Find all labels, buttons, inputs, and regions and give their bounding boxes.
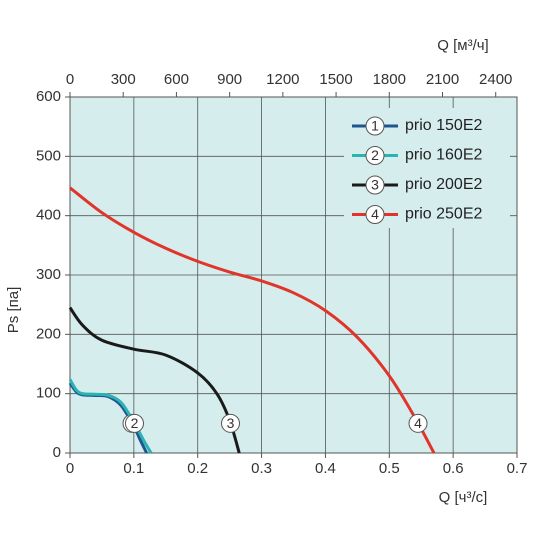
x-tick-label: 0.7 [507,460,528,477]
y-tick-label: 100 [36,385,61,402]
y-tick-label: 0 [53,444,61,461]
top-tick-label: 1800 [373,71,406,88]
top-tick-label: 1200 [266,71,299,88]
x-tick-label: 0.3 [251,460,272,477]
legend-label: prio 160E2 [405,147,482,164]
x-tick-label: 0.2 [187,460,208,477]
curve-label-circle [408,413,428,433]
x-tick-label: 0.6 [443,460,464,477]
curve-label: 3 [227,415,235,431]
y-tick-label: 300 [36,266,61,283]
x-tick-label: 0.1 [123,460,144,477]
curve-label-circle [221,413,241,433]
legend-label: prio 250E2 [405,206,482,223]
legend-label: prio 150E2 [405,117,482,134]
top-axis-label: Q [м³/ч] [437,37,488,54]
top-tick-label: 900 [217,71,242,88]
legend-number-circle [365,146,385,165]
legend-number: 2 [371,147,379,163]
x-tick-label: 0.4 [315,460,336,477]
curve [68,378,153,454]
y-tick-label: 500 [36,147,61,164]
legend-number: 4 [371,206,379,222]
top-tick-label: 600 [164,71,189,88]
legend-number: 1 [371,118,379,134]
legend-number-circle [365,116,385,136]
legend-number-circle [365,205,385,224]
curve [69,186,436,454]
top-tick-label: 300 [111,71,136,88]
top-tick-label: 2400 [479,71,512,88]
y-tick-label: 600 [36,88,61,105]
top-tick-label: 2100 [426,71,459,88]
y-tick-label: 200 [36,325,61,342]
top-tick-label: 0 [66,71,74,88]
legend-number: 3 [371,177,379,193]
curve-label: 2 [131,415,139,431]
curve [68,306,241,454]
y-axis-label: Ps [па] [5,287,22,333]
y-tick-label: 400 [36,207,61,224]
curve-label-circle [124,413,144,433]
x-tick-label: 0.5 [379,460,400,477]
top-tick-label: 1500 [319,71,352,88]
x-tick-label: 0 [66,460,74,477]
curve-label: 4 [414,415,422,431]
x-axis-label: Q [ч³/с] [439,489,488,506]
legend-label: prio 200E2 [405,176,482,193]
legend-number-circle [365,175,385,195]
